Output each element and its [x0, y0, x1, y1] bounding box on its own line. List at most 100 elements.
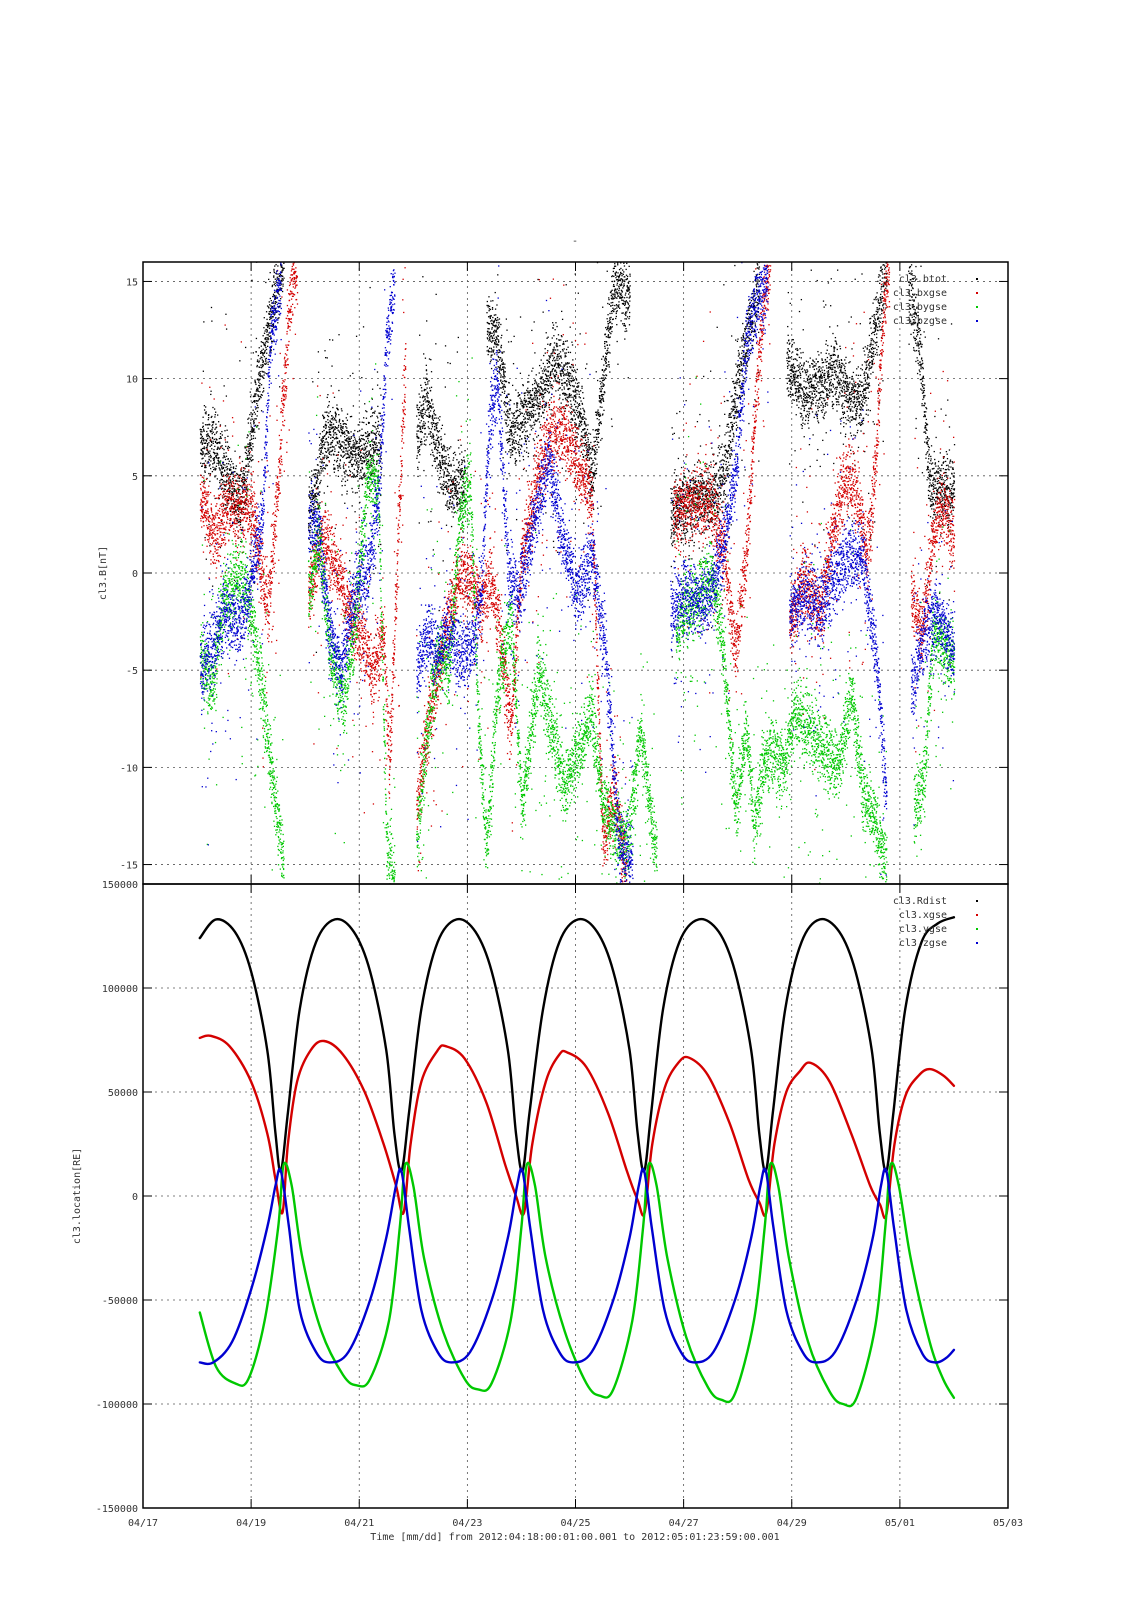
- data-point: [251, 430, 254, 432]
- data-point: [417, 466, 419, 469]
- data-point: [694, 490, 696, 492]
- data-point: [213, 459, 215, 461]
- data-point: [530, 429, 533, 431]
- data-point: [607, 364, 609, 366]
- data-point: [600, 402, 602, 404]
- data-point: [226, 441, 229, 443]
- data-point: [552, 350, 554, 352]
- data-point: [683, 528, 685, 530]
- data-point: [678, 508, 681, 510]
- data-point: [625, 268, 627, 271]
- data-point: [272, 295, 274, 298]
- data-point: [674, 522, 676, 524]
- data-point: [496, 359, 498, 361]
- data-point: [249, 458, 252, 460]
- data-point: [252, 352, 254, 354]
- data-point: [517, 392, 519, 394]
- data-point: [493, 320, 496, 322]
- data-point: [576, 368, 578, 371]
- data-point: [214, 440, 217, 443]
- data-point: [278, 293, 280, 296]
- data-point: [350, 437, 352, 439]
- data-point: [524, 417, 526, 419]
- data-point: [529, 413, 531, 415]
- data-point: [500, 394, 502, 396]
- data-point: [601, 395, 603, 398]
- data-point: [328, 433, 331, 435]
- data-point: [453, 507, 456, 509]
- data-point: [436, 439, 439, 441]
- data-point: [370, 455, 372, 457]
- data-point: [270, 305, 272, 307]
- data-point: [563, 365, 565, 367]
- data-point: [370, 464, 372, 466]
- data-point: [241, 470, 243, 473]
- data-point: [206, 477, 208, 480]
- data-point: [325, 432, 328, 434]
- data-point: [519, 413, 521, 415]
- data-point: [592, 476, 594, 478]
- data-point: [425, 377, 427, 379]
- data-point: [243, 482, 246, 485]
- data-point: [572, 390, 574, 392]
- data-point: [614, 274, 617, 276]
- data-point: [601, 393, 604, 396]
- data-point: [379, 480, 381, 482]
- data-point: [599, 390, 602, 393]
- data-point: [435, 442, 437, 444]
- data-point: [579, 412, 581, 414]
- data-point: [573, 370, 575, 373]
- data-point: [250, 503, 252, 505]
- data-point: [571, 375, 573, 377]
- data-point: [528, 417, 530, 419]
- data-point: [552, 322, 554, 324]
- data-point: [498, 356, 500, 359]
- data-point: [366, 455, 369, 457]
- data-point: [500, 323, 502, 326]
- data-point: [500, 360, 503, 362]
- data-point: [501, 382, 504, 385]
- data-point: [308, 538, 310, 540]
- data-point: [551, 370, 553, 372]
- data-point: [628, 315, 631, 318]
- data-point: [625, 330, 628, 332]
- data-point: [277, 256, 278, 257]
- data-point: [542, 394, 545, 396]
- data-point: [566, 384, 568, 386]
- data-point: [548, 379, 550, 382]
- data-point: [378, 527, 381, 529]
- data-point: [568, 375, 570, 378]
- data-point: [203, 442, 206, 444]
- data-point: [627, 303, 630, 305]
- data-point: [201, 465, 203, 467]
- data-point: [421, 425, 423, 428]
- data-point: [348, 449, 350, 451]
- data-point: [699, 480, 702, 482]
- data-point: [354, 492, 357, 494]
- data-point: [517, 441, 520, 443]
- data-point: [260, 351, 262, 353]
- data-point: [247, 443, 249, 445]
- data-point: [447, 465, 450, 467]
- data-point: [578, 424, 580, 427]
- data-point: [255, 418, 257, 420]
- data-point: [225, 328, 228, 330]
- data-point: [519, 460, 521, 462]
- data-point: [335, 413, 337, 416]
- data-point: [266, 334, 268, 336]
- data-point: [698, 519, 700, 521]
- data-point: [608, 329, 610, 331]
- data-point: [486, 304, 488, 307]
- data-point: [367, 442, 369, 444]
- data-point: [372, 456, 374, 458]
- data-point: [615, 317, 617, 320]
- data-point: [331, 426, 333, 428]
- data-point: [342, 441, 344, 443]
- data-point: [622, 285, 625, 287]
- data-point: [220, 471, 222, 473]
- data-point: [625, 312, 627, 315]
- data-point: [283, 252, 284, 253]
- data-point: [628, 286, 630, 288]
- data-point: [509, 444, 511, 446]
- data-point: [614, 308, 616, 310]
